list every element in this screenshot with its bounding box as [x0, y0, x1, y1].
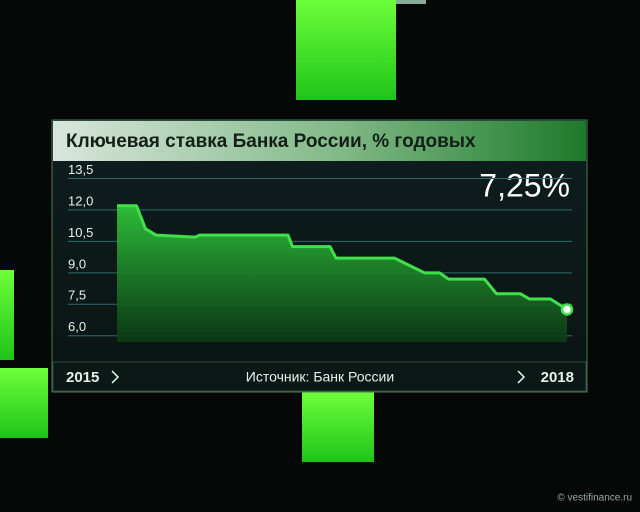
watermark: © vestifinance.ru [557, 493, 632, 504]
chart-title: Ключевая ставка Банка России, % годовых [66, 131, 476, 152]
decor-cube [0, 270, 14, 360]
end-marker [560, 303, 574, 316]
y-tick-label: 7,5 [68, 288, 86, 303]
decor-cube [302, 392, 374, 462]
x-tick-label: 2018 [541, 369, 574, 386]
source: Источник: Банк России [246, 369, 394, 385]
decor-cube [0, 368, 48, 438]
arrow-icon [517, 370, 526, 384]
y-tick-label: 13,5 [68, 162, 93, 177]
decor-cube [396, 0, 426, 4]
y-tick-label: 6,0 [68, 319, 86, 334]
card-header [53, 121, 586, 161]
plot: 13,5 12,0 10,5 9,0 7,5 6,0 2015 2018 [66, 162, 574, 386]
x-tick-label: 2015 [66, 369, 99, 386]
y-tick-label: 12,0 [68, 193, 93, 208]
area [117, 205, 567, 342]
y-tick-label: 10,5 [68, 225, 93, 240]
card-footer [52, 361, 587, 392]
line [117, 204, 568, 311]
decor-cube [296, 0, 396, 100]
arrow-icon [111, 370, 120, 384]
y-tick-label: 9,0 [68, 256, 86, 271]
annotation: 7,25% [479, 167, 570, 203]
